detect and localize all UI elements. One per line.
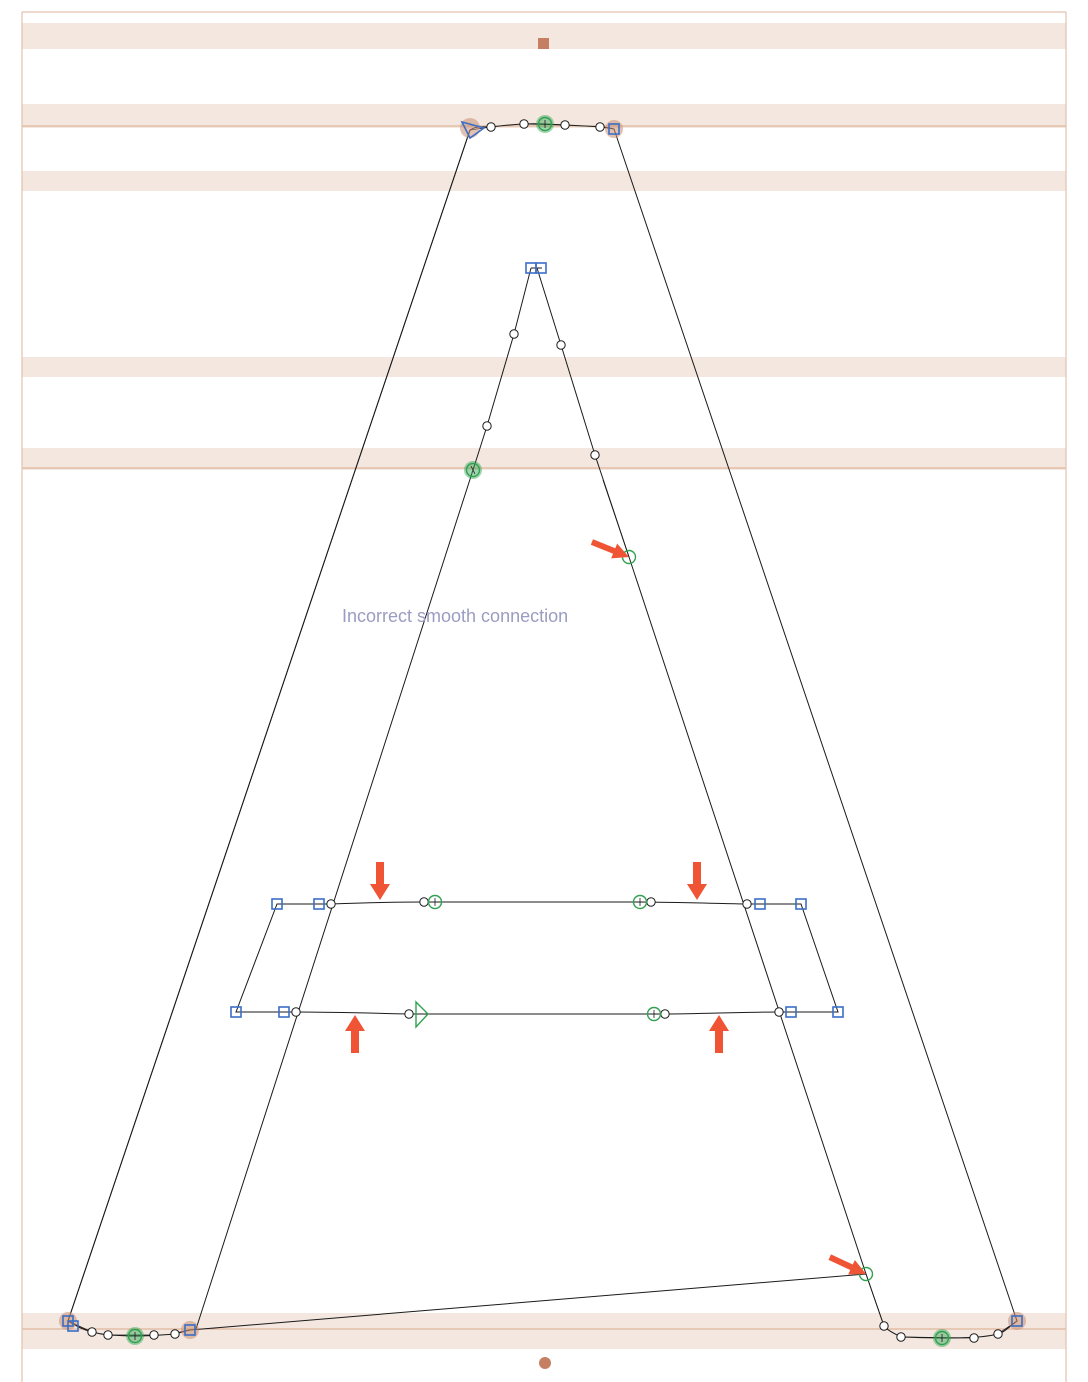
corner-point[interactable]: [795, 898, 807, 910]
selection-halo: [605, 120, 623, 138]
issue-arrow: [687, 862, 707, 900]
off-curve-point[interactable]: [774, 1007, 784, 1017]
bezier-handle: [523, 123, 566, 126]
smooth-point[interactable]: [465, 462, 481, 478]
corner-point[interactable]: [785, 1006, 797, 1018]
corner-point[interactable]: [832, 1006, 844, 1018]
off-curve-point[interactable]: [969, 1333, 979, 1343]
off-curve-point[interactable]: [87, 1327, 97, 1337]
issue-arrow: [345, 1015, 365, 1053]
corner-point[interactable]: [608, 123, 620, 135]
selection-halo: [181, 1321, 199, 1339]
issue-arrow: [709, 1015, 729, 1053]
off-curve-point[interactable]: [170, 1329, 180, 1339]
off-curve-point[interactable]: [896, 1332, 906, 1342]
selection-halo: [1008, 1312, 1026, 1330]
off-curve-point[interactable]: [103, 1330, 113, 1340]
smooth-point[interactable]: [934, 1330, 950, 1346]
corner-point[interactable]: [278, 1006, 290, 1018]
smooth-point[interactable]: [127, 1328, 143, 1344]
off-curve-point[interactable]: [519, 119, 529, 129]
issue-arrow: [828, 1254, 866, 1275]
off-curve-point[interactable]: [419, 897, 429, 907]
corner-point[interactable]: [313, 898, 325, 910]
contour-start-point[interactable]: [460, 120, 486, 140]
smooth-point[interactable]: [646, 1006, 662, 1022]
off-curve-points[interactable]: [87, 119, 1003, 1343]
outer-contour[interactable]: [67, 123, 1018, 1339]
alignment-zone: [22, 171, 1066, 191]
off-curve-point[interactable]: [560, 120, 570, 130]
bezier-handle: [602, 479, 630, 558]
off-curve-point[interactable]: [556, 340, 566, 350]
annotation-label: Incorrect smooth connection: [342, 606, 568, 626]
off-curve-point[interactable]: [404, 1009, 414, 1019]
smooth-point[interactable]: [427, 894, 443, 910]
off-curve-point[interactable]: [595, 122, 605, 132]
corner-point[interactable]: [230, 1006, 242, 1018]
crossbar-contour[interactable]: [235, 901, 839, 1015]
bezier-handle: [900, 1336, 975, 1339]
off-curve-point[interactable]: [742, 899, 752, 909]
off-curve-point[interactable]: [482, 421, 492, 431]
alignment-zone: [22, 357, 1066, 377]
alignment-zone: [22, 448, 1066, 470]
selection-halo: [460, 118, 480, 138]
off-curve-point[interactable]: [486, 122, 496, 132]
issue-arrow: [590, 539, 629, 559]
corner-point[interactable]: [67, 1320, 79, 1332]
off-curve-point[interactable]: [660, 1009, 670, 1019]
counter-contour[interactable]: [195, 267, 867, 1330]
contour-start-point[interactable]: [415, 1000, 429, 1029]
bezier-handle: [865, 1273, 885, 1327]
off-curve-point[interactable]: [149, 1330, 159, 1340]
corner-point[interactable]: [535, 262, 547, 274]
off-curve-point[interactable]: [291, 1007, 301, 1017]
anchor-bottom-marker[interactable]: [539, 1357, 551, 1369]
off-curve-point[interactable]: [590, 450, 600, 460]
off-curve-point[interactable]: [646, 897, 656, 907]
anchor-top-marker[interactable]: [538, 38, 549, 49]
smooth-point-tick: [470, 465, 476, 475]
corner-points[interactable]: [62, 123, 1023, 1336]
off-curve-point[interactable]: [326, 899, 336, 909]
smooth-point[interactable]: [632, 894, 648, 910]
corner-point[interactable]: [1011, 1315, 1023, 1327]
corner-point[interactable]: [184, 1324, 196, 1336]
off-curve-point[interactable]: [993, 1329, 1003, 1339]
smooth-points[interactable]: [127, 116, 950, 1346]
outer-contour-left-stem[interactable]: [67, 129, 471, 1322]
issue-arrow: [370, 862, 390, 900]
off-curve-point[interactable]: [509, 329, 519, 339]
off-curve-point[interactable]: [879, 1321, 889, 1331]
smooth-point[interactable]: [537, 116, 553, 132]
corner-point[interactable]: [271, 898, 283, 910]
corner-point[interactable]: [754, 898, 766, 910]
